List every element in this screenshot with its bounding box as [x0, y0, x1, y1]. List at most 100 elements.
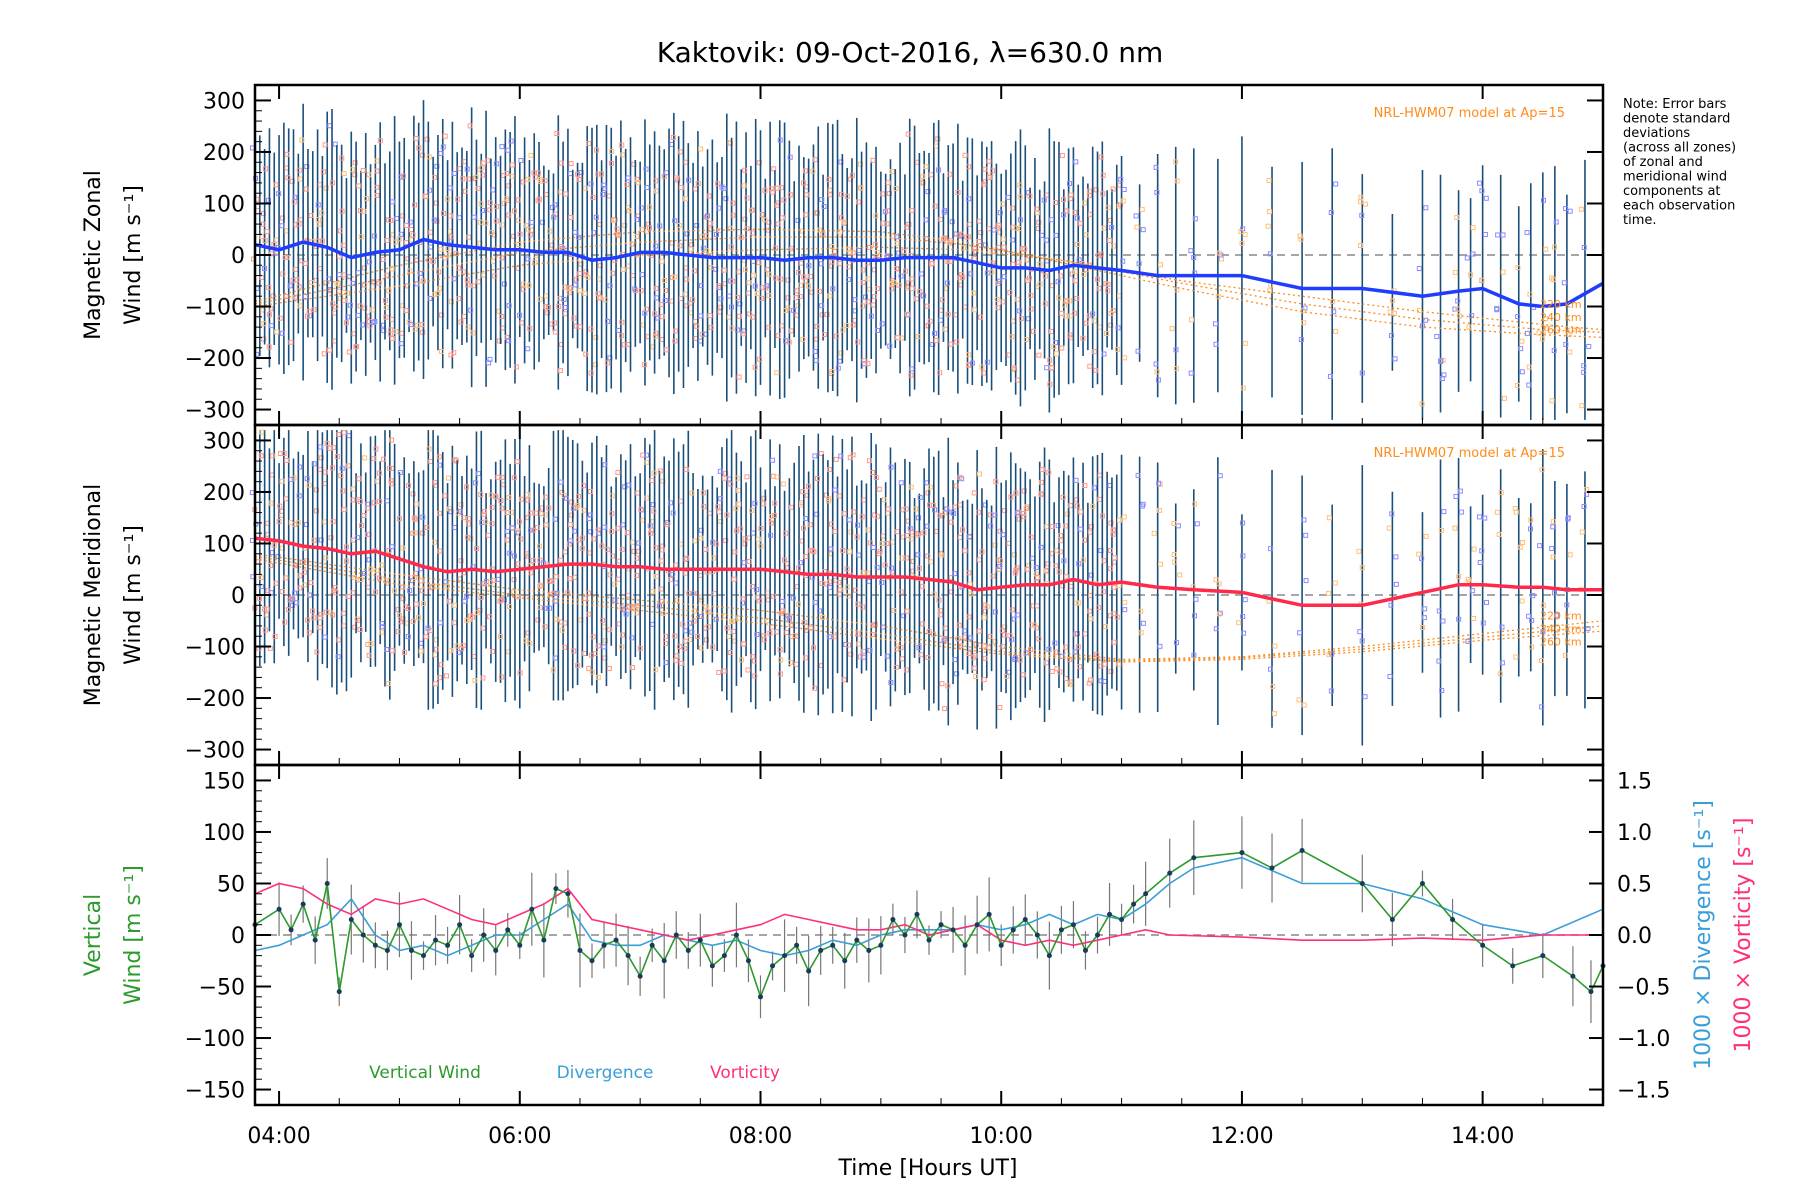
zone-marker [575, 663, 581, 669]
zone-marker [871, 302, 877, 308]
zone-marker [925, 655, 931, 661]
zone-marker [658, 302, 664, 308]
zone-marker [366, 172, 372, 178]
model-line-3 [254, 558, 1604, 663]
zone-marker [420, 530, 426, 536]
zone-marker [992, 639, 998, 645]
zone-marker [966, 614, 972, 620]
chart-title: Kaktovik: 09-Oct-2016, λ=630.0 nm [657, 36, 1163, 69]
zone-marker [284, 151, 290, 157]
zone-marker [746, 280, 752, 286]
zone-marker [1537, 543, 1543, 549]
vertical-wind-point [589, 958, 595, 964]
zone-marker [567, 171, 573, 177]
zone-marker [503, 196, 509, 202]
zone-marker [403, 222, 409, 228]
zone-marker [761, 637, 767, 643]
zone-marker [621, 607, 627, 613]
zone-marker [923, 164, 929, 170]
zone-marker [642, 362, 648, 368]
zone-marker [330, 612, 336, 618]
zone-marker [505, 147, 511, 153]
zone-marker [1108, 566, 1114, 572]
zonal-wind-line [254, 237, 1604, 309]
zone-marker [852, 297, 858, 303]
zone-marker [1109, 224, 1115, 230]
zone-marker [306, 482, 312, 488]
zone-marker [508, 138, 514, 144]
zone-marker [1102, 661, 1108, 667]
zone-marker [292, 194, 298, 200]
zone-marker [657, 223, 663, 229]
zone-marker [438, 150, 444, 156]
zone-marker [1000, 201, 1006, 207]
zone-marker [951, 510, 957, 516]
zone-marker [1236, 620, 1242, 626]
zone-marker [1105, 205, 1111, 211]
y-tick-label: 200 [203, 481, 245, 506]
zone-marker [361, 208, 367, 214]
zone-marker [453, 458, 459, 464]
zone-marker [606, 665, 612, 671]
zone-marker [938, 552, 944, 558]
zone-marker [1549, 546, 1555, 552]
zone-marker [913, 506, 919, 512]
zone-marker [1055, 523, 1061, 529]
zone-marker [615, 232, 621, 238]
vertical-wind-point [818, 947, 824, 953]
zone-marker [857, 654, 863, 660]
zone-marker [1483, 195, 1489, 201]
zone-marker [1043, 660, 1049, 666]
zone-marker [827, 466, 833, 472]
zone-marker [568, 538, 574, 544]
zone-marker [517, 670, 523, 676]
zone-marker [1075, 644, 1081, 650]
zone-marker [890, 233, 896, 239]
zone-marker [1108, 520, 1114, 526]
zone-marker [588, 512, 594, 518]
zone-marker [626, 482, 632, 488]
zone-marker [1088, 677, 1094, 683]
zone-marker [1034, 206, 1040, 212]
zone-marker [319, 238, 325, 244]
zone-marker [420, 152, 426, 158]
zone-marker [772, 275, 778, 281]
zone-marker [686, 620, 692, 626]
zone-marker [607, 572, 613, 578]
zone-marker [334, 281, 340, 287]
zone-marker [887, 191, 893, 197]
zone-marker [785, 305, 791, 311]
zone-marker [1303, 532, 1309, 538]
x-tick-label: 14:00 [1451, 1124, 1514, 1149]
zone-marker [662, 277, 668, 283]
zone-marker [972, 246, 978, 252]
zone-marker [490, 258, 496, 264]
zone-marker [1213, 341, 1219, 347]
y-tick-label: −100 [185, 1027, 245, 1052]
zone-marker [458, 502, 464, 508]
vertical-wind-point [1299, 848, 1305, 854]
zone-marker [905, 131, 911, 137]
zone-marker [713, 541, 719, 547]
zone-marker [698, 535, 704, 541]
zone-marker [593, 214, 599, 220]
zone-marker [1047, 357, 1053, 363]
zone-marker [474, 610, 480, 616]
note-line: each observation [1623, 199, 1735, 214]
zone-marker [663, 347, 669, 353]
zone-marker [1013, 567, 1019, 573]
zone-marker [768, 513, 774, 519]
zone-marker [943, 625, 949, 631]
zone-marker [400, 173, 406, 179]
zone-marker [832, 249, 838, 255]
zone-marker [730, 212, 736, 218]
divergence-axis-title: 1000 × Divergence [s⁻¹] [1691, 800, 1716, 1070]
vertical-wind-point [541, 937, 547, 943]
zone-marker [920, 583, 926, 589]
zone-marker [323, 609, 329, 615]
zone-marker [872, 294, 878, 300]
zone-marker [1438, 528, 1444, 534]
zone-marker [1140, 227, 1146, 233]
zone-marker [646, 225, 652, 231]
zone-marker [1565, 516, 1571, 522]
